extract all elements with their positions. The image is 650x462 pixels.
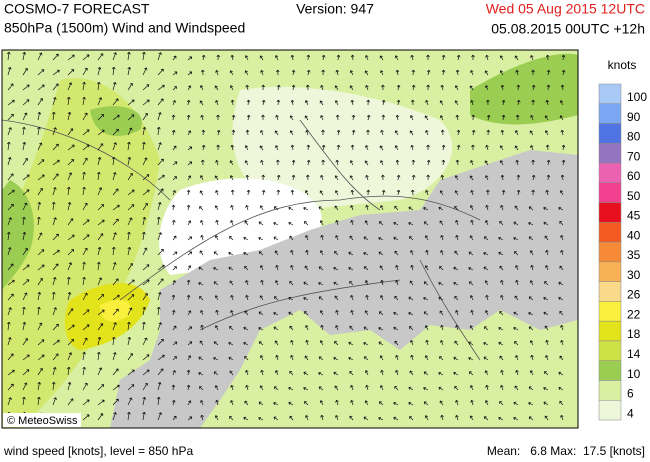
legend-swatch [598, 340, 622, 361]
legend-swatch [598, 360, 622, 381]
footer-right: Mean: 6.8 Max: 17.5 [knots] [487, 444, 645, 458]
legend-swatch [598, 222, 622, 243]
legend-swatch [598, 281, 622, 302]
map: © MeteoSwiss [1, 49, 579, 429]
version: Version: 947 [296, 1, 374, 17]
legend-label: 6 [627, 387, 634, 401]
legend-swatch [598, 182, 622, 203]
legend-label: 35 [627, 248, 641, 262]
credit-box [3, 413, 81, 427]
legend-swatch [598, 320, 622, 342]
credit: © MeteoSwiss [7, 415, 78, 427]
legend-swatch [598, 241, 622, 263]
legend-label: 50 [627, 189, 641, 203]
legend-label: 10 [627, 367, 641, 381]
legend-label: 26 [627, 288, 641, 302]
legend-swatch [598, 261, 622, 282]
wind-zone [470, 53, 578, 125]
wind-zone [100, 299, 131, 322]
legend-unit: knots [608, 58, 637, 72]
wind-zone [90, 106, 142, 136]
map-frame [1, 49, 579, 429]
title: COSMO-7 FORECAST [4, 1, 150, 17]
legend-label: 22 [627, 307, 641, 321]
legend-label: 100 [627, 90, 647, 104]
legend-swatch [598, 103, 622, 124]
legend-label: 70 [627, 149, 641, 163]
legend-label: 90 [627, 110, 641, 124]
footer-left: wind speed [knots], level = 850 hPa [3, 444, 193, 458]
legend-label: 60 [627, 169, 641, 183]
legend-swatch [598, 380, 622, 401]
legend-swatch [598, 123, 622, 144]
legend-label: 40 [627, 228, 641, 242]
subtitle: 850hPa (1500m) Wind and Windspeed [4, 20, 245, 36]
legend-label: 80 [627, 130, 641, 144]
wind-arrows [6, 51, 566, 421]
legend-label: 18 [627, 327, 641, 341]
legend-swatch [598, 83, 622, 105]
legend-swatch [598, 202, 622, 223]
run-time: 05.08.2015 00UTC +12h [491, 21, 645, 37]
legend-swatch [598, 162, 622, 184]
valid-time: Wed 05 Aug 2015 12UTC [486, 1, 645, 17]
legend-label: 45 [627, 209, 641, 223]
legend-swatch [598, 143, 622, 164]
legend-label: 14 [627, 347, 641, 361]
legend-swatch [598, 399, 622, 421]
legend: 100 90 80 70 60 50 45 40 35 30 26 22 18 14 10 6 4 [598, 83, 647, 421]
legend-swatch [598, 301, 622, 322]
borders [2, 119, 481, 361]
legend-label: 30 [627, 268, 641, 282]
wind-zone [2, 78, 160, 428]
terrain-mask [110, 150, 578, 428]
legend-label: 4 [627, 406, 634, 420]
